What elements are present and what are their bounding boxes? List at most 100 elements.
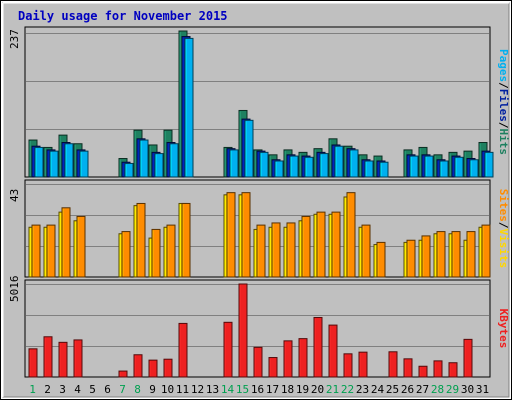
x-tick-label-day-31: 31 — [476, 383, 489, 396]
x-tick-label-day-16: 16 — [251, 383, 264, 396]
bar-pages_files_hits-pages-day-16 — [259, 151, 269, 178]
x-tick-label-day-21: 21 — [326, 383, 339, 396]
bar-visits_sites-sites-day-27 — [421, 235, 431, 278]
right-label-kbytes: KBytes — [497, 309, 510, 349]
right-label-part: Hits — [497, 129, 510, 156]
x-tick-label-day-4: 4 — [74, 383, 81, 396]
x-tick-label-day-28: 28 — [431, 383, 444, 396]
x-tick-label-day-25: 25 — [386, 383, 399, 396]
bar-visits_sites-sites-day-2 — [46, 224, 56, 278]
x-tick-label-day-8: 8 — [134, 383, 141, 396]
ymax-label-kbytes: 5016 — [8, 276, 21, 303]
bar-visits_sites-sites-day-21 — [331, 211, 341, 278]
x-tick-label-day-15: 15 — [236, 383, 249, 396]
bar-visits_sites-sites-day-19 — [301, 215, 311, 278]
bar-kbytes-kbytes-day-25 — [388, 351, 398, 378]
right-label-pages_files_hits: Pages/Files/Hits — [497, 49, 510, 155]
x-tick-label-day-26: 26 — [401, 383, 414, 396]
x-tick-label-day-24: 24 — [371, 383, 385, 396]
bar-kbytes-kbytes-day-2 — [43, 336, 53, 378]
x-tick-label-day-10: 10 — [161, 383, 174, 396]
right-label-part: KBytes — [497, 309, 510, 349]
bar-kbytes-kbytes-day-4 — [73, 339, 83, 378]
right-label-part: / — [497, 82, 510, 89]
panel-kbytes: 5016 KBytes — [8, 276, 510, 378]
x-tick-label-day-12: 12 — [191, 383, 204, 396]
bar-pages_files_hits-pages-day-15 — [244, 119, 254, 178]
bar-pages_files_hits-pages-day-7 — [124, 162, 134, 178]
bar-visits_sites-sites-day-11 — [181, 202, 191, 278]
x-tick-label-day-5: 5 — [89, 383, 96, 396]
x-tick-label-day-2: 2 — [44, 383, 51, 396]
bar-pages_files_hits-pages-day-14 — [229, 149, 239, 178]
bar-kbytes-kbytes-day-21 — [328, 324, 338, 378]
x-tick-label-day-3: 3 — [59, 383, 66, 396]
chart-title: Daily usage for November 2015 — [18, 9, 228, 23]
bar-kbytes-kbytes-day-17 — [268, 357, 278, 378]
right-label-part: / — [497, 222, 510, 229]
x-tick-label-day-23: 23 — [356, 383, 369, 396]
x-tick-label-day-18: 18 — [281, 383, 294, 396]
bar-kbytes-kbytes-day-9 — [148, 359, 158, 378]
bar-kbytes-kbytes-day-23 — [358, 351, 368, 378]
x-tick-label-day-17: 17 — [266, 383, 279, 396]
x-tick-label-day-30: 30 — [461, 383, 474, 396]
bar-visits_sites-sites-day-28 — [436, 231, 446, 278]
x-tick-label-day-14: 14 — [221, 383, 235, 396]
bar-kbytes-kbytes-day-19 — [298, 338, 308, 378]
bar-pages_files_hits-pages-day-27 — [424, 155, 434, 178]
bar-pages_files_hits-pages-day-17 — [274, 160, 284, 178]
bar-visits_sites-sites-day-18 — [286, 222, 296, 278]
ymax-label-pages_files_hits: 237 — [8, 29, 21, 49]
bar-visits_sites-sites-day-30 — [466, 231, 476, 278]
bar-visits_sites-sites-day-20 — [316, 211, 326, 278]
bar-visits_sites-sites-day-3 — [61, 207, 71, 278]
x-tick-label-day-1: 1 — [29, 383, 36, 396]
bar-kbytes-kbytes-day-29 — [448, 362, 458, 378]
bar-kbytes-kbytes-day-22 — [343, 353, 353, 378]
right-label-part: Visits — [497, 229, 510, 269]
panel-visits_sites: 43 Sites/Visits — [8, 179, 510, 278]
panel-pages_files_hits: 237 Pages/Files/Hits — [8, 26, 510, 178]
bar-visits_sites-sites-day-15 — [241, 192, 251, 278]
bar-pages_files_hits-pages-day-9 — [154, 153, 164, 178]
bar-kbytes-kbytes-day-20 — [313, 316, 323, 378]
bar-pages_files_hits-pages-day-10 — [169, 143, 179, 178]
bar-kbytes-kbytes-day-7 — [118, 370, 128, 378]
bar-visits_sites-sites-day-14 — [226, 192, 236, 278]
x-tick-label-day-13: 13 — [206, 383, 219, 396]
x-tick-label-day-9: 9 — [149, 383, 156, 396]
right-label-visits_sites: Sites/Visits — [497, 189, 510, 269]
bar-pages_files_hits-pages-day-3 — [64, 143, 74, 178]
right-label-part: Pages — [497, 49, 510, 82]
bar-pages_files_hits-pages-day-11 — [184, 37, 194, 178]
bar-kbytes-kbytes-day-11 — [178, 322, 188, 378]
bar-kbytes-kbytes-day-16 — [253, 346, 263, 378]
bar-pages_files_hits-pages-day-29 — [454, 156, 464, 178]
bar-visits_sites-sites-day-22 — [346, 192, 356, 278]
bar-visits_sites-sites-day-16 — [256, 224, 266, 278]
bar-kbytes-kbytes-day-3 — [58, 341, 68, 378]
bar-kbytes-kbytes-day-1 — [28, 348, 38, 378]
bar-visits_sites-sites-day-8 — [136, 202, 146, 278]
bar-visits_sites-sites-day-26 — [406, 239, 416, 278]
bar-kbytes-kbytes-day-18 — [283, 340, 293, 378]
x-tick-label-day-11: 11 — [176, 383, 189, 396]
x-tick-label-day-19: 19 — [296, 383, 309, 396]
x-tick-label-day-27: 27 — [416, 383, 429, 396]
right-label-part: / — [497, 122, 510, 129]
bar-pages_files_hits-pages-day-2 — [49, 150, 59, 178]
bar-pages_files_hits-pages-day-21 — [334, 145, 344, 178]
bar-kbytes-kbytes-day-26 — [403, 358, 413, 378]
x-tick-label-day-22: 22 — [341, 383, 354, 396]
bar-pages_files_hits-pages-day-18 — [289, 155, 299, 178]
bar-visits_sites-sites-day-10 — [166, 224, 176, 278]
ymax-label-visits_sites: 43 — [8, 189, 21, 202]
bar-visits_sites-sites-day-24 — [376, 241, 386, 278]
bar-pages_files_hits-pages-day-20 — [319, 153, 329, 178]
bar-visits_sites-sites-day-29 — [451, 231, 461, 278]
bar-visits_sites-sites-day-23 — [361, 224, 371, 278]
bar-kbytes-kbytes-day-8 — [133, 354, 143, 378]
